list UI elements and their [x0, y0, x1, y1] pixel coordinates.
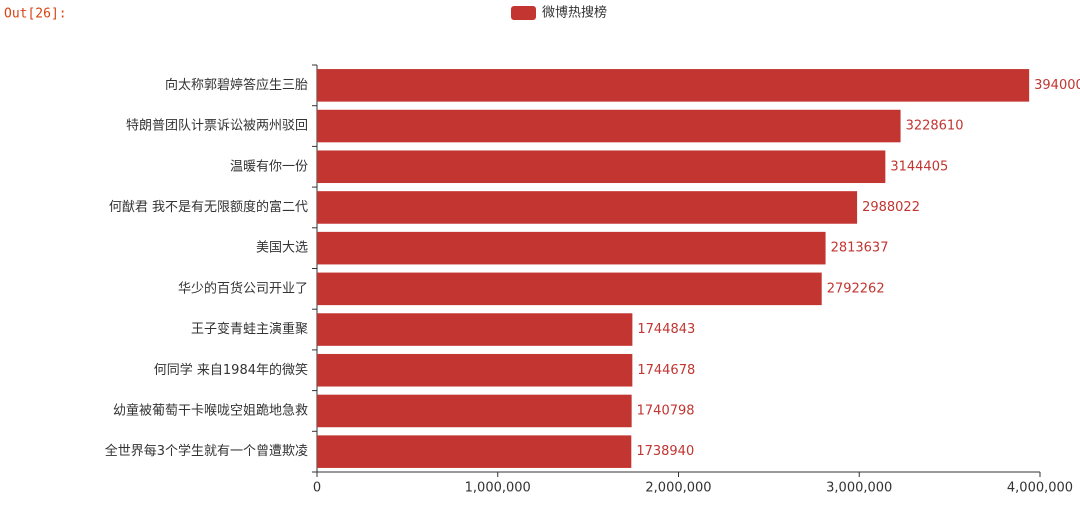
output-prompt: Out[26]:: [4, 7, 67, 22]
y-tick-label: 王子变青蛙主演重聚: [191, 321, 308, 337]
legend-label: 微博热搜榜: [542, 5, 607, 21]
value-label: 3228610: [906, 119, 964, 134]
bar: [317, 272, 822, 306]
bar: [317, 69, 1030, 102]
y-tick-label: 华少的百货公司开业了: [178, 280, 308, 296]
y-tick-label: 向太称郭碧婷答应生三胎: [165, 77, 308, 93]
value-label: 2792262: [827, 281, 885, 296]
value-label: 3940000: [1034, 78, 1080, 93]
bar: [317, 435, 632, 468]
value-label: 2988022: [862, 200, 920, 215]
x-tick-label: 2,000,000: [645, 481, 711, 496]
x-tick-label: 3,000,000: [826, 481, 892, 496]
y-tick-label: 幼童被葡萄干卡喉咙空姐跪地急救: [113, 402, 308, 418]
value-label: 1744843: [637, 322, 695, 337]
y-tick-label: 温暖有你一份: [230, 159, 308, 174]
y-tick-label: 何同学 来自1984年的微笑: [154, 362, 308, 378]
value-label: 3144405: [890, 159, 948, 174]
value-label: 2813637: [831, 241, 889, 256]
y-tick-label: 何猷君 我不是有无限额度的富二代: [109, 199, 308, 215]
value-label: 1738940: [636, 444, 694, 459]
y-tick-label: 特朗普团队计票诉讼被两州驳回: [126, 119, 308, 134]
bar: [317, 191, 858, 224]
y-tick-label: 美国大选: [256, 241, 308, 256]
bar: [317, 353, 633, 387]
y-tick-label: 全世界每3个学生就有一个曾遭欺凌: [105, 443, 308, 459]
x-tick-label: 1,000,000: [465, 481, 531, 496]
x-tick-label: 4,000,000: [1007, 481, 1073, 496]
bar: [317, 109, 901, 143]
bar: [317, 150, 886, 184]
bar: [317, 394, 632, 428]
bar: [317, 231, 826, 265]
value-label: 1740798: [637, 403, 695, 418]
legend-swatch: [511, 6, 536, 20]
bar: [317, 313, 633, 346]
x-tick-label: 0: [313, 481, 321, 496]
value-label: 1744678: [637, 363, 695, 378]
